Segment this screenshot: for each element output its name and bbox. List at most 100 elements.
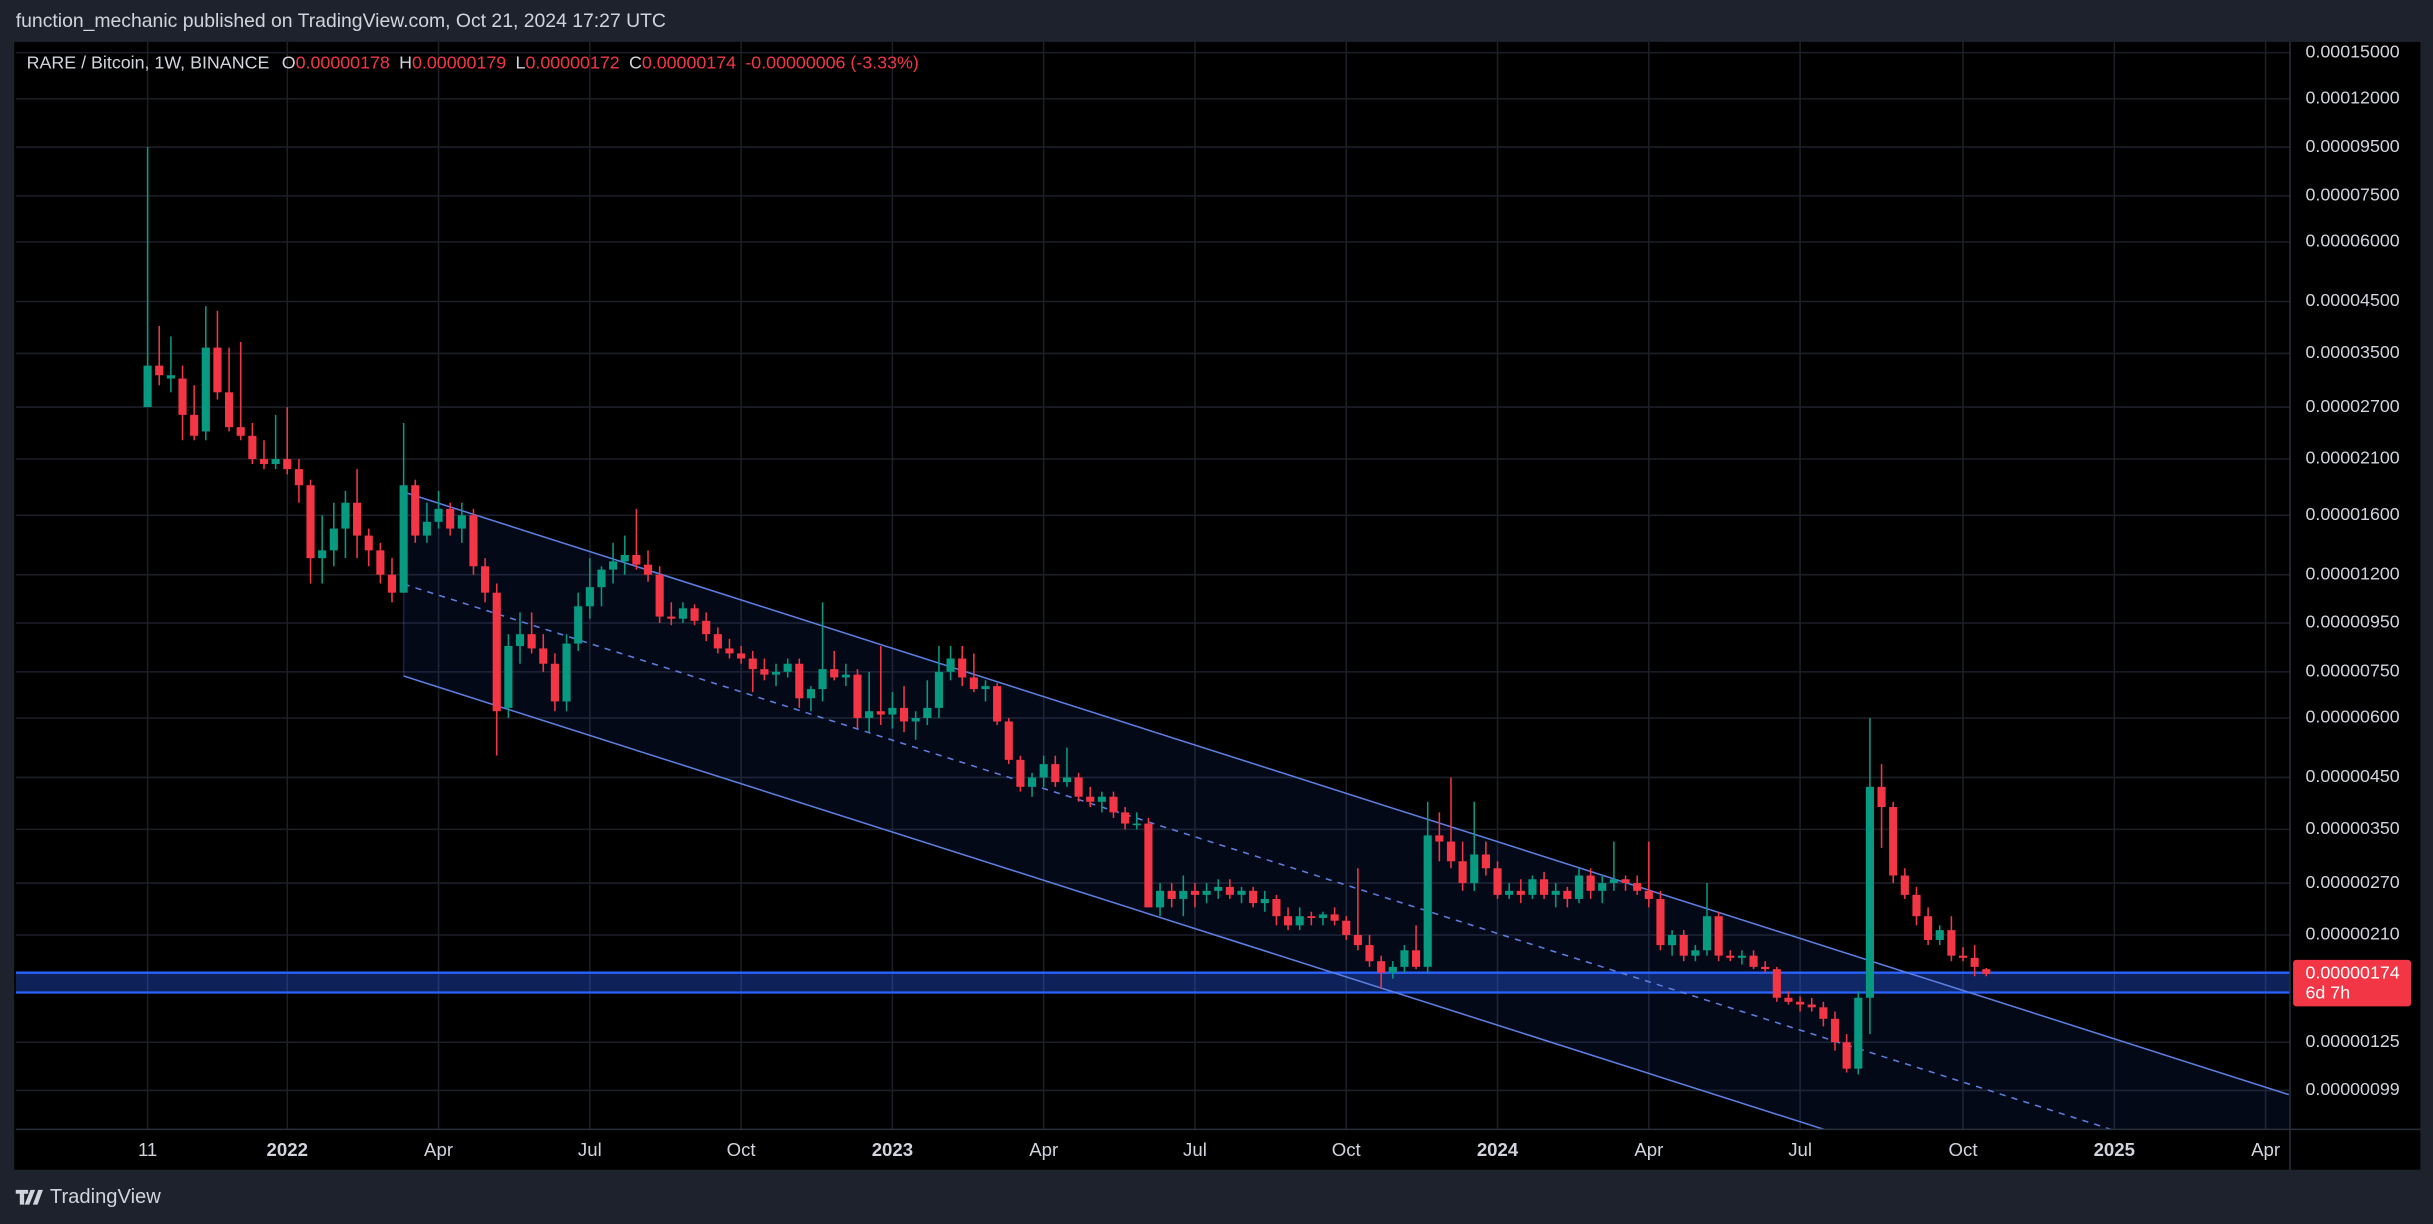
candle-body [1982,969,1991,974]
candle-body [597,569,606,588]
candle-body [1772,969,1781,998]
x-tick-label: 2022 [267,1139,308,1160]
y-tick-label: 0.00009500 [2306,136,2400,156]
candle-body [1016,759,1025,787]
candle-body [1330,914,1339,921]
candle-body [853,674,862,718]
candle-body [1132,823,1141,826]
legend-l-label: L [516,52,526,72]
candle-body [1505,890,1514,895]
legend-l: 0.00000172 [525,52,619,72]
candle-body [1202,890,1211,895]
candle-body [1574,875,1584,899]
last-price-badge [2293,959,2412,1007]
candle-body [1225,886,1234,895]
x-tick-label: Jul [1788,1139,1812,1160]
candle-body [713,634,722,649]
candle-body [1388,966,1397,973]
candle-body [1446,841,1456,862]
candle-body [725,648,734,654]
candle-body [1062,777,1072,783]
candle-body [1516,890,1525,895]
candle-body [457,515,466,529]
candle-body [376,550,385,575]
legend-change: -0.00000006 (-3.33%) [745,52,918,72]
candle-body [341,502,350,529]
candle-body [283,459,292,470]
candle-body [1958,955,1968,958]
candle-body [306,485,315,559]
candle-body [934,671,944,708]
candle-body [1889,807,1898,876]
x-tick-label: Apr [424,1139,453,1160]
x-tick-label: Oct [1332,1139,1362,1160]
x-tick-label: Apr [1634,1139,1663,1160]
candle-body [1761,966,1770,970]
y-tick-label: 0.00000600 [2306,707,2400,727]
candle-body [1039,764,1048,778]
countdown-label: 6d 7h [2306,983,2351,1003]
candle-body [1179,890,1188,899]
last-price-label: 0.00000174 [2306,963,2400,983]
candle-body [993,686,1002,722]
candle-body [1051,764,1060,783]
candle-body [481,566,490,593]
x-tick-label: 2025 [2094,1139,2135,1160]
candle-body [1737,955,1746,958]
candle-body [1365,945,1374,962]
candle-body [550,663,559,702]
y-tick-label: 0.00000210 [2306,924,2400,944]
candle-body [1004,721,1013,760]
y-tick-label: 0.00001600 [2306,504,2400,524]
candle-body [1470,854,1479,884]
candle-body [143,365,152,408]
candle-body [923,707,932,718]
candle-body [1167,890,1176,899]
candle-body [353,502,362,536]
candle-body [1563,890,1572,899]
candle-body [492,592,501,712]
candle-body [1551,890,1560,895]
legend-c-label: C [629,52,642,72]
y-tick-label: 0.00006000 [2306,231,2400,251]
y-tick-label: 0.00003500 [2306,342,2400,362]
candle-body [446,508,455,529]
candle-body [1924,916,1933,940]
x-tick-label: Apr [2251,1139,2280,1160]
y-tick-label: 0.00000099 [2306,1079,2400,1099]
candle-body [667,616,676,619]
candle-body [1528,879,1537,895]
candle-body [1819,1007,1828,1019]
candle-body [411,485,420,536]
candle-body [527,634,536,649]
chart-area [14,41,2421,1170]
candle-body [1796,1001,1805,1005]
y-tick-label: 0.00002100 [2306,448,2400,468]
candle-body [271,459,280,465]
candle-body [1609,879,1618,884]
candle-body [1726,955,1735,958]
candle-body [946,658,955,672]
candle-body [760,669,769,675]
x-tick-label: 11 [138,1139,157,1160]
candle-body [1260,898,1269,904]
candle-body [178,378,187,415]
candle-body [1214,886,1223,891]
candle-body [1935,930,1944,940]
y-tick-label: 0.00002700 [2306,396,2400,416]
candle-body [1714,916,1723,956]
x-tick-label: 2023 [872,1139,913,1160]
candle-body [1691,950,1700,956]
brand: TradingView [50,1186,161,1208]
candle-body [899,707,909,722]
candle-body [818,669,827,690]
price-zone [15,972,2291,993]
y-tick-label: 0.00015000 [2306,41,2400,61]
candle-body [1656,898,1665,946]
candle-body [1702,916,1712,951]
candle-body [318,550,327,559]
y-tick-label: 0.00000750 [2306,661,2400,681]
legend-h: 0.00000179 [412,52,506,72]
x-tick-label: Oct [1949,1139,1979,1160]
candle-body [748,658,757,670]
